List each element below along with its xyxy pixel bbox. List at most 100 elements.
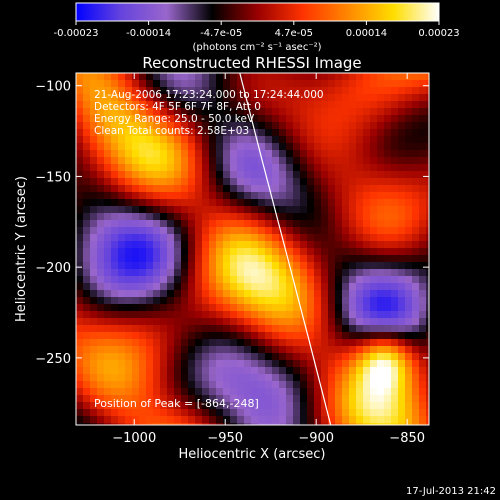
heatmap-cell [104, 213, 112, 221]
heatmap-cell [293, 136, 301, 144]
heatmap-cell [174, 409, 182, 417]
heatmap-cell [104, 332, 112, 340]
heatmap-cell [188, 311, 196, 319]
heatmap-cell [363, 220, 371, 228]
heatmap-cell [118, 346, 126, 354]
heatmap-cell [272, 178, 280, 186]
heatmap-cell [370, 262, 378, 270]
heatmap-cell [286, 206, 294, 214]
heatmap-cell [181, 248, 189, 256]
heatmap-cell [342, 423, 350, 425]
heatmap-cell [76, 388, 84, 396]
heatmap-cell [104, 227, 112, 235]
heatmap-cell [328, 73, 336, 81]
heatmap-cell [139, 199, 147, 207]
heatmap-cell [419, 297, 427, 305]
heatmap-cell [153, 374, 161, 382]
heatmap-cell [202, 227, 210, 235]
heatmap-cell [181, 325, 189, 333]
heatmap-cell [405, 283, 413, 291]
heatmap-cell [300, 339, 308, 347]
heatmap-cell [167, 178, 175, 186]
heatmap-cell [223, 192, 231, 200]
heatmap-cell [272, 241, 280, 249]
heatmap-cell [174, 297, 182, 305]
heatmap-cell [160, 143, 168, 151]
heatmap-cell [174, 283, 182, 291]
heatmap-cell [237, 311, 245, 319]
heatmap-cell [90, 353, 98, 361]
heatmap-cell [279, 227, 287, 235]
heatmap-cell [391, 346, 399, 354]
heatmap-cell [328, 311, 336, 319]
heatmap-cell [132, 80, 140, 88]
heatmap-cell [398, 164, 406, 172]
heatmap-cell [209, 101, 217, 109]
heatmap-cell [258, 269, 266, 277]
heatmap-cell [146, 346, 154, 354]
heatmap-cell [83, 185, 91, 193]
heatmap-cell [321, 304, 329, 312]
heatmap-cell [300, 213, 308, 221]
heatmap-cell [300, 269, 308, 277]
heatmap-cell [412, 409, 420, 417]
heatmap-cell [342, 332, 350, 340]
heatmap-cell [342, 248, 350, 256]
heatmap-cell [125, 374, 133, 382]
heatmap-cell [125, 276, 133, 284]
heatmap-cell [104, 297, 112, 305]
heatmap-cell [167, 290, 175, 298]
heatmap-cell [286, 353, 294, 361]
heatmap-cell [321, 248, 329, 256]
heatmap-cell [244, 409, 252, 417]
heatmap-cell [286, 101, 294, 109]
heatmap-cell [132, 185, 140, 193]
heatmap-cell [419, 346, 427, 354]
heatmap-cell [195, 115, 203, 123]
heatmap-cell [377, 227, 385, 235]
heatmap-cell [195, 122, 203, 130]
heatmap-cell [293, 129, 301, 137]
heatmap-cell [286, 304, 294, 312]
heatmap-cell [356, 108, 364, 116]
heatmap-cell [384, 262, 392, 270]
heatmap-cell [412, 94, 420, 102]
heatmap-cell [223, 171, 231, 179]
heatmap-cell [146, 395, 154, 403]
heatmap-cell [146, 220, 154, 228]
heatmap-cell [111, 115, 119, 123]
heatmap-cell [97, 157, 105, 165]
heatmap-cell [188, 136, 196, 144]
heatmap-cell [125, 311, 133, 319]
heatmap-cell [293, 402, 301, 410]
heatmap-cell [111, 283, 119, 291]
heatmap-cell [83, 374, 91, 382]
heatmap-cell [244, 402, 252, 410]
heatmap-cell [377, 136, 385, 144]
heatmap-cell [258, 332, 266, 340]
heatmap-cell [328, 94, 336, 102]
heatmap-cell [90, 199, 98, 207]
heatmap-cell [419, 304, 427, 312]
heatmap-cell [139, 157, 147, 165]
heatmap-cell [293, 388, 301, 396]
heatmap-cell [139, 409, 147, 417]
heatmap-cell [132, 227, 140, 235]
heatmap-cell [97, 290, 105, 298]
heatmap-cell [202, 255, 210, 263]
heatmap-cell [384, 255, 392, 263]
heatmap-cell [90, 374, 98, 382]
heatmap-cell [153, 115, 161, 123]
heatmap-cell [405, 178, 413, 186]
heatmap-cell [258, 143, 266, 151]
heatmap-cell [237, 122, 245, 130]
heatmap-cell [174, 213, 182, 221]
heatmap-cell [202, 248, 210, 256]
heatmap-cell [146, 192, 154, 200]
heatmap-cell [209, 234, 217, 242]
heatmap-cell [230, 276, 238, 284]
heatmap-cell [391, 388, 399, 396]
heatmap-cell [412, 276, 420, 284]
colorbar: -0.00023 -0.00014 -4.7e-05 4.7e-05 0.00014 0.… [54, 2, 460, 53]
heatmap-cell [125, 143, 133, 151]
